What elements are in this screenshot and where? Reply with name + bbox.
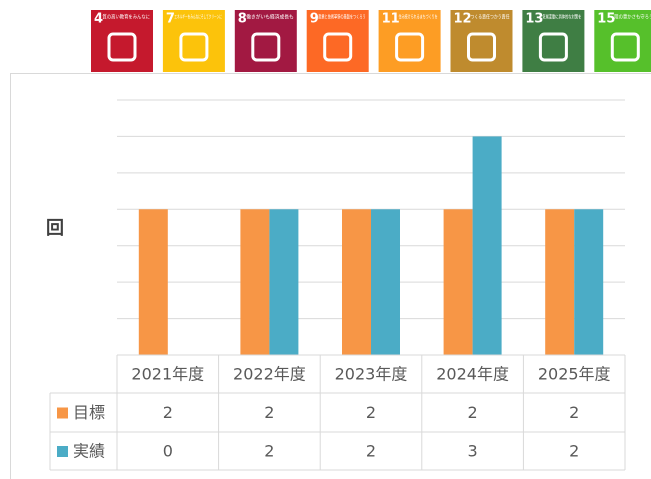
bar <box>269 209 299 355</box>
icon-number: 7 <box>166 12 175 27</box>
icon-number: 8 <box>238 12 247 27</box>
icon-bg <box>162 10 225 72</box>
x-tick-label: 2023年度 <box>335 365 408 384</box>
icon-label: 気候変動に具体的な対策を <box>542 14 581 21</box>
icon-pictogram <box>610 32 640 62</box>
sdg-icon: 9 産業と技術革新の基盤をつくろう <box>306 10 369 72</box>
sdg-icon: 4 質の高い教育をみんなに <box>91 10 153 72</box>
x-tick-label: 2024年度 <box>436 365 509 384</box>
icon-label: 陸の豊かさも守ろう <box>614 14 651 21</box>
table-value: 0 <box>163 442 173 461</box>
x-tick-label: 2021年度 <box>131 365 204 384</box>
icon-label: 産業と技術革新の基盤をつくろう <box>318 14 366 21</box>
legend-swatch <box>57 407 68 419</box>
x-tick-label: 2022年度 <box>233 365 306 384</box>
icon-number: 4 <box>94 12 103 27</box>
table-value: 2 <box>366 403 376 422</box>
icon-pictogram <box>107 32 137 62</box>
bar <box>138 209 168 355</box>
table-value: 2 <box>569 403 579 422</box>
icon-bg <box>234 10 297 72</box>
icon-pictogram <box>467 32 496 62</box>
bar <box>443 209 473 355</box>
bar <box>574 209 604 355</box>
sdg-icon: 8 働きがいも経済成長も <box>234 10 297 72</box>
sdg-icon: 15陸の豊かさも守ろう <box>594 10 651 72</box>
icon-label: 働きがいも経済成長も <box>246 14 293 21</box>
legend-swatch <box>57 446 68 457</box>
icon-pictogram <box>179 32 209 62</box>
icon-number: 13 <box>525 12 543 27</box>
icon-number: 12 <box>454 12 472 27</box>
icon-number: 15 <box>597 12 615 27</box>
table-value: 2 <box>366 442 376 461</box>
icon-pictogram <box>395 32 425 62</box>
icon-pictogram <box>251 32 281 62</box>
icon-pictogram <box>323 32 353 62</box>
table-value: 2 <box>468 403 478 422</box>
y-axis-label: 回 <box>46 218 64 239</box>
icon-bg <box>594 10 651 72</box>
icon-label: つくる責任つかう責任 <box>471 14 510 21</box>
icon-label: 質の高い教育をみんなに <box>103 14 151 21</box>
bar <box>342 209 371 355</box>
sdg-icon: 7 エネルギーをみんなにそしてクリーンに <box>162 10 225 72</box>
legend-label: 目標 <box>73 403 105 422</box>
table-value: 2 <box>264 442 274 461</box>
icon-bg <box>306 10 369 72</box>
icon-pictogram <box>538 32 568 62</box>
bar <box>545 209 575 355</box>
bar <box>472 136 502 355</box>
table-value: 2 <box>569 442 579 461</box>
icon-bg <box>522 10 585 72</box>
table-value: 3 <box>468 442 478 461</box>
icon-number: 9 <box>310 12 319 27</box>
x-tick-label: 2025年度 <box>538 365 611 384</box>
icon-number: 11 <box>382 12 400 27</box>
bar <box>240 209 270 355</box>
icon-label: エネルギーをみんなにそしてクリーンに <box>174 14 222 21</box>
icon-bg <box>91 10 153 72</box>
icon-bg <box>378 10 441 72</box>
table-value: 2 <box>264 403 274 422</box>
table-value: 2 <box>163 403 173 422</box>
icon-bg <box>450 10 513 72</box>
icon-label: 住み続けられるまちづくりを <box>399 14 438 21</box>
legend-label: 実績 <box>73 442 105 461</box>
bar <box>371 209 400 355</box>
